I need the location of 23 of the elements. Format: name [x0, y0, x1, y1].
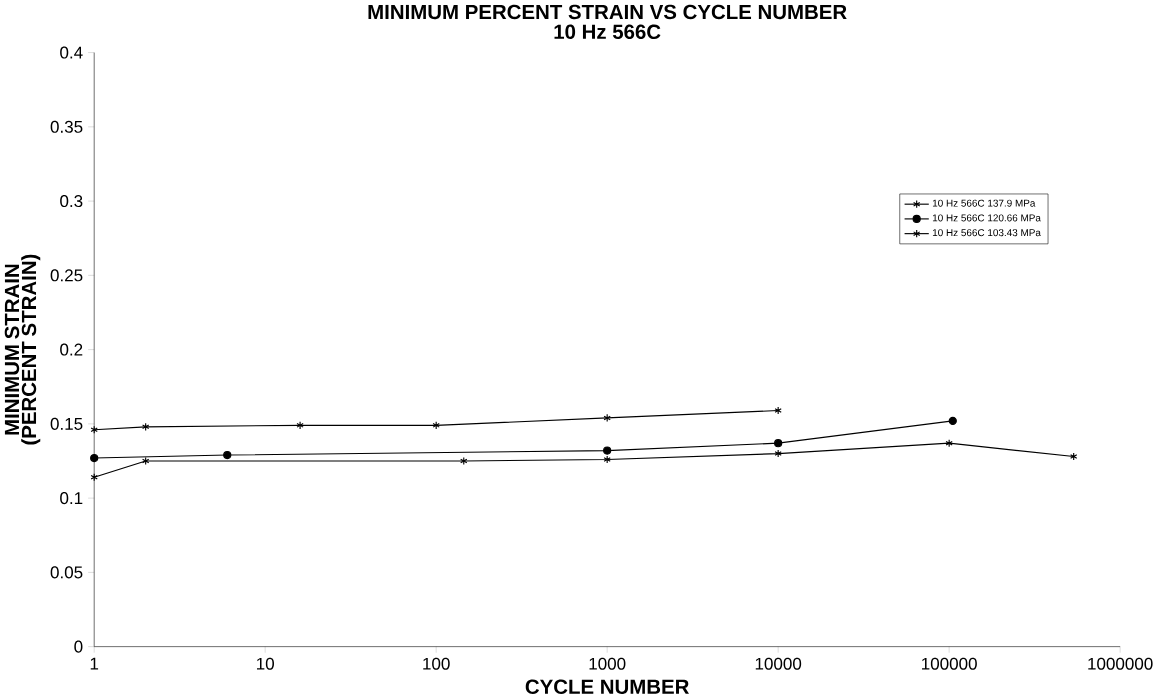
- y-tick-label: 0.2: [60, 343, 83, 356]
- legend-label: 10 Hz 566C 137.9 MPa: [932, 199, 1036, 207]
- x-tick-label: 100: [423, 657, 450, 670]
- y-tick-label: 0: [74, 640, 83, 653]
- legend-label: 10 Hz 566C 120.66 MPa: [932, 214, 1041, 222]
- y-tick-label: 0.3: [60, 195, 83, 208]
- y-tick-label: 0.25: [50, 269, 83, 282]
- y-axis-title: MINIMUM STRAIN (PERCENT STRAIN): [4, 254, 41, 445]
- legend-label: 10 Hz 566C 103.43 MPa: [932, 229, 1041, 237]
- x-tick-label: 10: [257, 657, 274, 670]
- chart-title: MINIMUM PERCENT STRAIN VS CYCLE NUMBER: [368, 4, 847, 20]
- y-tick-label: 0.4: [60, 46, 83, 59]
- x-tick-label: 1: [90, 657, 99, 670]
- y-tick-label: 0.1: [60, 492, 83, 505]
- x-tick-label: 100000: [922, 657, 977, 670]
- x-axis-title: CYCLE NUMBER: [525, 679, 689, 695]
- x-tick-label: 1000000: [1088, 657, 1153, 670]
- y-tick-label: 0.05: [50, 566, 83, 579]
- y-tick-label: 0.15: [50, 418, 83, 431]
- x-tick-label: 10000: [755, 657, 802, 670]
- chart-subtitle: 10 Hz 566C: [554, 24, 661, 40]
- y-tick-label: 0.35: [50, 120, 83, 133]
- x-tick-label: 1000: [589, 657, 626, 670]
